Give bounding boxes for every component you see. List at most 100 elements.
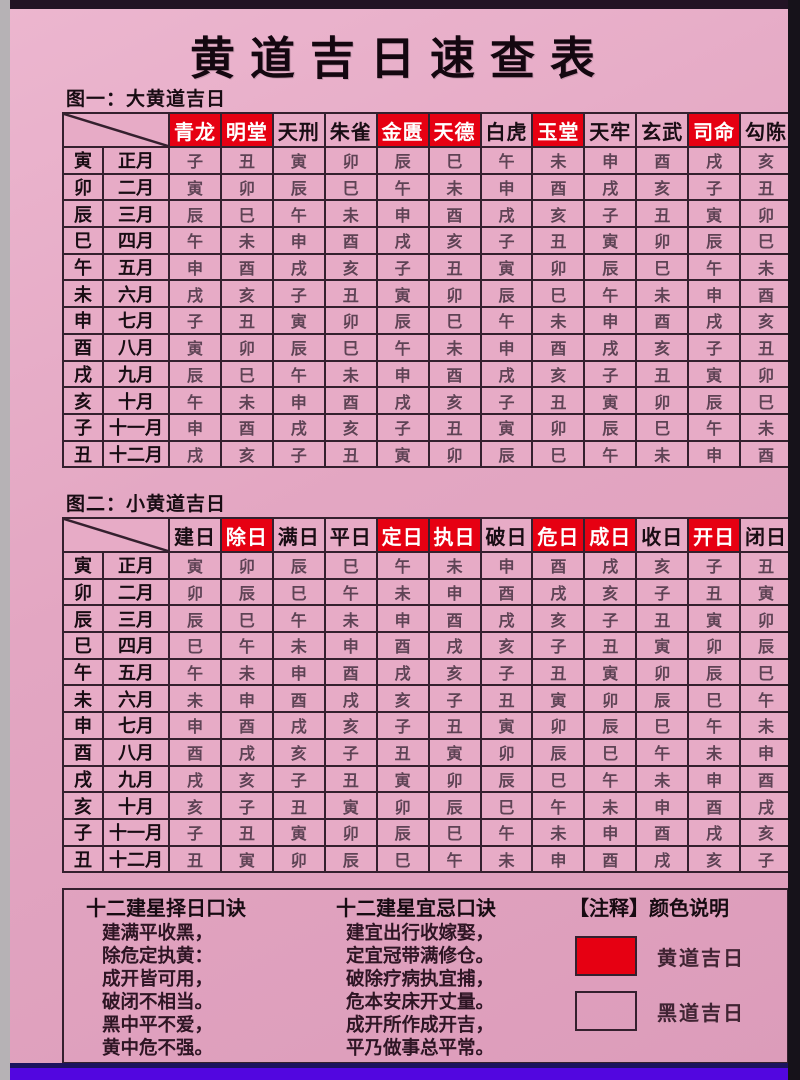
table2-cell-r12-c8: 申 [533, 846, 584, 872]
table1-row4-branch: 巳 [64, 228, 102, 253]
table2-cell-r4-c3: 未 [273, 633, 324, 658]
table1-cell-r6-c9: 午 [585, 281, 636, 307]
table2-cell-r3-c3: 午 [273, 606, 324, 632]
table1-cell-r9-c6: 酉 [429, 361, 480, 387]
table1-header-col10: 玄武 [637, 114, 688, 146]
diagonal-line [64, 519, 168, 551]
table2-cell-r8-c8: 辰 [533, 739, 584, 765]
table1-row9-branch: 戌 [64, 361, 102, 387]
table1-cell-r7-c3: 寅 [273, 308, 324, 333]
table1-cell-r11-c6: 丑 [429, 414, 480, 440]
table2-cell-r2-c4: 午 [325, 579, 376, 605]
table1-cell-r9-c11: 寅 [689, 361, 740, 387]
table2-cell-r7-c2: 酉 [221, 713, 272, 738]
table2-cell-r1-c4: 巳 [325, 553, 376, 578]
table2-header-col2: 除日 [221, 519, 272, 551]
table2-row10-month: 十月 [104, 793, 168, 818]
table2-cell-r5-c10: 卯 [637, 659, 688, 685]
table1-cell-r1-c7: 午 [481, 148, 532, 173]
table1-cell-r10-c10: 卯 [637, 388, 688, 413]
table2-cell-r2-c11: 丑 [689, 579, 740, 605]
legend-row-auspicious: 黄道吉日 [569, 936, 781, 976]
table1-header-col8: 玉堂 [533, 114, 584, 146]
table2-row9-branch: 戌 [64, 766, 102, 792]
footer-notes-box: 十二建星择日口诀 建满平收黑， 除危定执黄： 成开皆可用， 破闭不相当。 黑中平不爱，黄… [62, 888, 789, 1064]
table1-cell-r12-c11: 申 [689, 441, 740, 467]
table1-cell-r4-c10: 卯 [637, 228, 688, 253]
table1-major-huangdao: 青龙 明堂 天刑 朱雀 金匮 天德 白虎 玉堂 天牢 玄武 司命 勾陈寅正月子丑寅卯辰巳午未申酉戌亥卯… [62, 112, 793, 469]
table2-cell-r11-c10: 酉 [637, 819, 688, 845]
table2-cell-r4-c12: 辰 [741, 633, 791, 658]
table1-header-col6: 天德 [429, 114, 480, 146]
table2-cell-r10-c2: 子 [221, 793, 272, 818]
table2-cell-r7-c8: 卯 [533, 713, 584, 738]
table2-cell-r4-c5: 酉 [377, 633, 428, 658]
table2-cell-r1-c7: 申 [481, 553, 532, 578]
table1-cell-r1-c4: 卯 [325, 148, 376, 173]
table1-cell-r5-c4: 亥 [325, 254, 376, 280]
table2-cell-r5-c4: 酉 [325, 659, 376, 685]
table1-row6-branch: 未 [64, 281, 102, 307]
table2-cell-r1-c9: 戌 [585, 553, 636, 578]
table1-corner-cell [64, 114, 168, 146]
table1-header-col11: 司命 [689, 114, 740, 146]
table1-cell-r5-c8: 卯 [533, 254, 584, 280]
table1-cell-r5-c9: 辰 [585, 254, 636, 280]
table2-cell-r5-c1: 午 [170, 659, 220, 685]
table2-cell-r6-c5: 亥 [377, 686, 428, 712]
table1-cell-r1-c3: 寅 [273, 148, 324, 173]
table2-header-col11: 开日 [689, 519, 740, 551]
footer-col2-line6: 平乃做事总平常。 [346, 1037, 495, 1058]
table2-cell-r3-c7: 戌 [481, 606, 532, 632]
table1-cell-r8-c8: 酉 [533, 334, 584, 360]
table1-cell-r7-c11: 戌 [689, 308, 740, 333]
table2-cell-r1-c8: 酉 [533, 553, 584, 578]
table1-cell-r8-c7: 申 [481, 334, 532, 360]
table2-cell-r8-c7: 卯 [481, 739, 532, 765]
table1-cell-r1-c9: 申 [585, 148, 636, 173]
legend-red-label: 黄道吉日 [657, 947, 745, 970]
table2-row8-branch: 酉 [64, 739, 102, 765]
table1-row10-month: 十月 [104, 388, 168, 413]
table2-cell-r9-c3: 子 [273, 766, 324, 792]
table1-cell-r12-c8: 巳 [533, 441, 584, 467]
table2-cell-r12-c12: 子 [741, 846, 791, 872]
table2-cell-r8-c10: 午 [637, 739, 688, 765]
table1-row11-branch: 子 [64, 414, 102, 440]
table1-cell-r7-c5: 辰 [377, 308, 428, 333]
table2-header-col4: 平日 [325, 519, 376, 551]
table2-cell-r11-c5: 辰 [377, 819, 428, 845]
table1-cell-r2-c6: 未 [429, 174, 480, 200]
table2-cell-r3-c6: 酉 [429, 606, 480, 632]
table1-cell-r8-c6: 未 [429, 334, 480, 360]
table2-cell-r1-c5: 午 [377, 553, 428, 578]
table2-cell-r8-c3: 亥 [273, 739, 324, 765]
table1-header-col5: 金匮 [377, 114, 428, 146]
table1-cell-r8-c4: 巳 [325, 334, 376, 360]
table2-cell-r12-c2: 寅 [221, 846, 272, 872]
table2-cell-r10-c8: 午 [533, 793, 584, 818]
table2-cell-r5-c3: 申 [273, 659, 324, 685]
table1-row2-branch: 卯 [64, 174, 102, 200]
table2-cell-r4-c2: 午 [221, 633, 272, 658]
table1-cell-r11-c9: 辰 [585, 414, 636, 440]
table1-cell-r8-c1: 寅 [170, 334, 220, 360]
table1-row9-month: 九月 [104, 361, 168, 387]
table2-cell-r9-c2: 亥 [221, 766, 272, 792]
table1-row3-branch: 辰 [64, 201, 102, 227]
table1-row2-month: 二月 [104, 174, 168, 200]
left-frame-strip [0, 0, 10, 1080]
footer-col1-line1: 建满平收黑， [102, 922, 214, 943]
table1-cell-r2-c2: 卯 [221, 174, 272, 200]
table2-cell-r5-c11: 辰 [689, 659, 740, 685]
table1-row12-branch: 丑 [64, 441, 102, 467]
table1-cell-r10-c7: 子 [481, 388, 532, 413]
table1-cell-r4-c8: 丑 [533, 228, 584, 253]
table1-cell-r8-c12: 丑 [741, 334, 791, 360]
table1-cell-r6-c6: 卯 [429, 281, 480, 307]
table2-cell-r12-c3: 卯 [273, 846, 324, 872]
table2-cell-r12-c5: 巳 [377, 846, 428, 872]
table1-cell-r1-c1: 子 [170, 148, 220, 173]
table1-cell-r12-c5: 寅 [377, 441, 428, 467]
table1-cell-r1-c2: 丑 [221, 148, 272, 173]
